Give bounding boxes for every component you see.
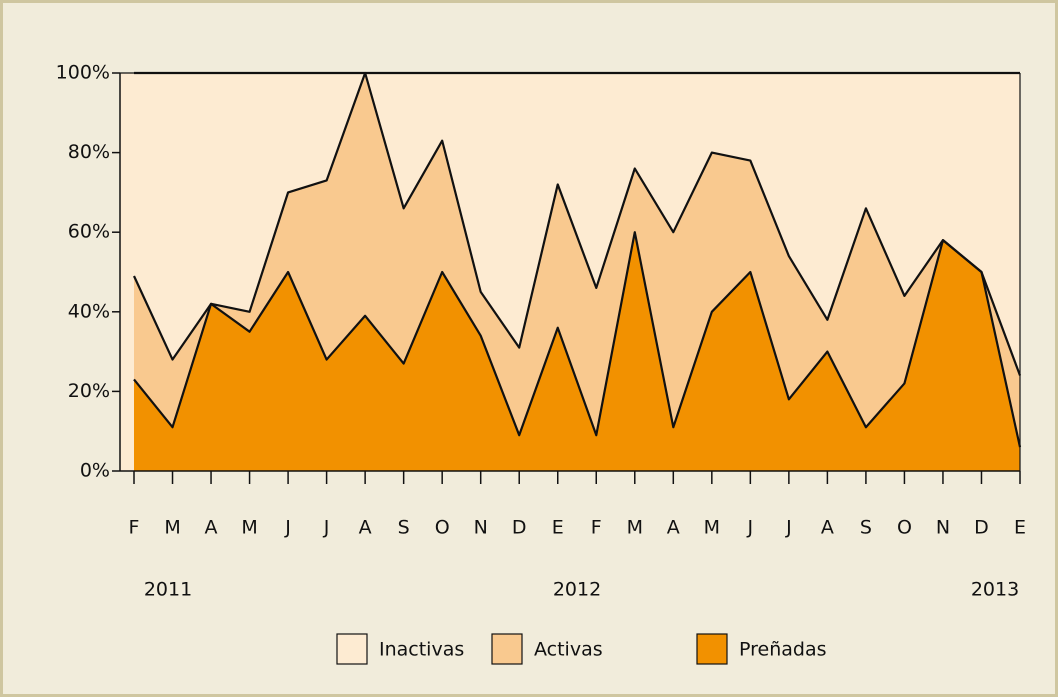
x-tick-label: M	[704, 517, 720, 539]
legend-swatch	[491, 633, 523, 665]
x-tick-label: E	[552, 517, 564, 539]
legend-swatch	[336, 633, 368, 665]
area-edge	[133, 71, 1022, 376]
x-tick-label: F	[591, 517, 602, 539]
x-tick-label: M	[164, 517, 180, 539]
x-tick-label: O	[435, 517, 450, 539]
area-edge	[133, 231, 1022, 448]
x-tick-label: A	[205, 517, 218, 539]
x-tick-label: D	[512, 517, 527, 539]
y-tick-label: 0%	[80, 460, 110, 482]
area	[134, 73, 1020, 376]
y-tick-label: 40%	[68, 300, 110, 322]
x-tick-label: D	[974, 517, 989, 539]
y-tick-label: 80%	[68, 141, 110, 163]
x-tick-label: N	[936, 517, 950, 539]
x-tick-label: M	[241, 517, 257, 539]
y-tick-label: 20%	[68, 380, 110, 402]
x-tick-label: O	[897, 517, 912, 539]
x-tick-label: S	[398, 517, 410, 539]
x-tick-label: E	[1014, 517, 1026, 539]
x-tick-label: J	[284, 517, 291, 539]
x-tick-label: A	[359, 517, 372, 539]
area	[134, 73, 1020, 448]
x-tick-label: J	[747, 517, 754, 539]
x-tick-label: M	[627, 517, 643, 539]
y-tick-label: 100%	[56, 62, 110, 84]
x-tick-label: N	[474, 517, 488, 539]
y-tick-label: 60%	[68, 221, 110, 243]
legend-label: Inactivas	[379, 639, 464, 661]
legend-label: Activas	[534, 639, 603, 661]
x-tick-label: F	[129, 517, 140, 539]
x-tick-label: A	[667, 517, 680, 539]
x-tick-label: J	[323, 517, 330, 539]
legend-swatch	[696, 633, 728, 665]
legend-label: Preñadas	[739, 639, 827, 661]
year-label: 2011	[144, 579, 192, 601]
x-tick-label: J	[785, 517, 792, 539]
year-label: 2013	[971, 579, 1019, 601]
area	[134, 232, 1020, 471]
x-tick-label: A	[821, 517, 834, 539]
year-label: 2012	[553, 579, 601, 601]
x-tick-label: S	[860, 517, 872, 539]
